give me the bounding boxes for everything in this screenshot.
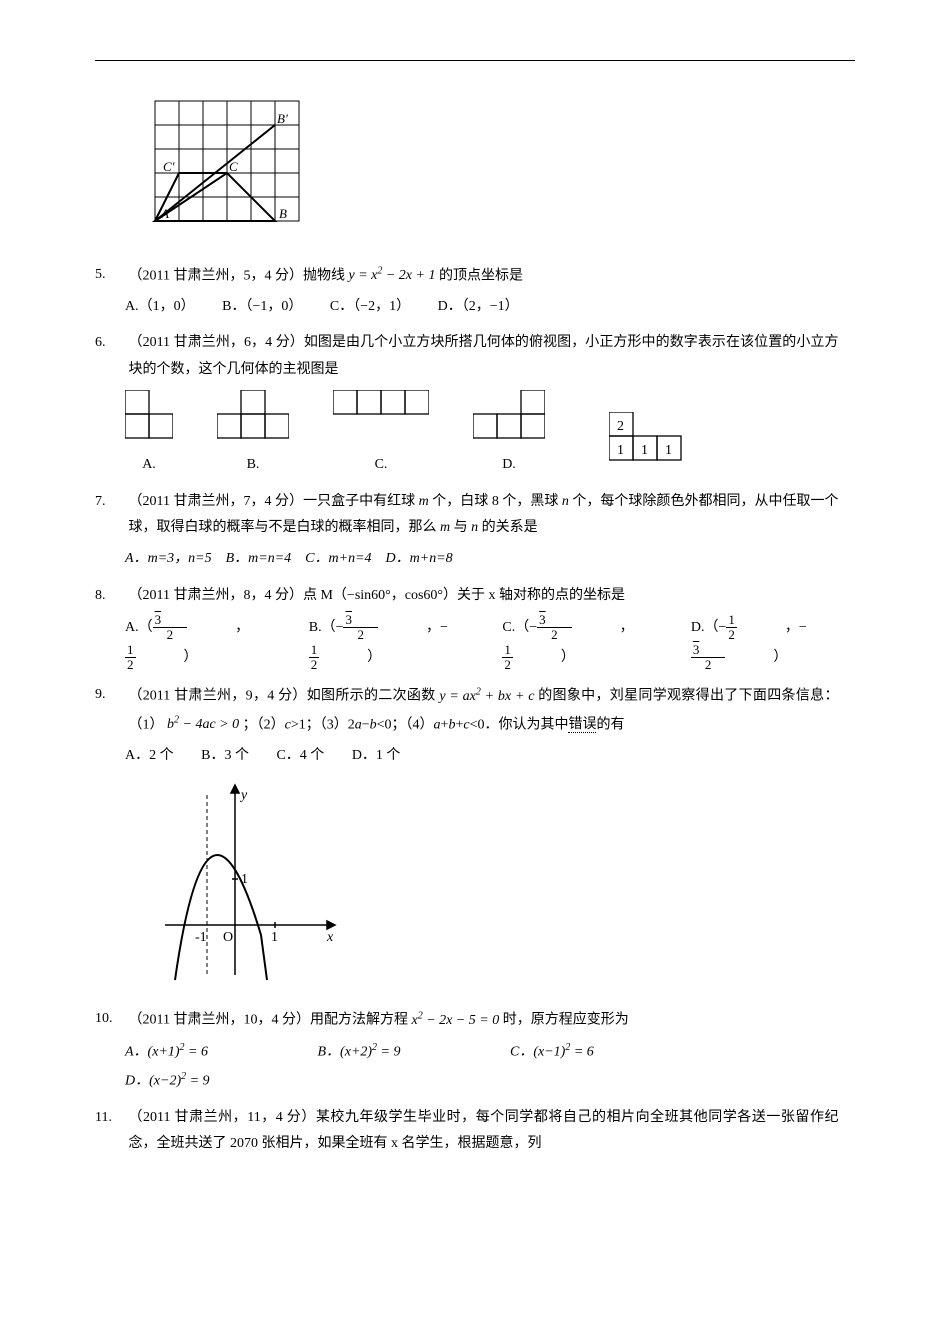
q10-options: A．(x+1)2 = 6 B．(x+2)2 = 9 C．(x−1)2 = 6 D… [95, 1038, 855, 1095]
q10-opt-d: D．(x−2)2 = 9 [125, 1067, 290, 1095]
axis-x: x [326, 930, 334, 945]
q8-opt-a: A.（32，12） [125, 613, 255, 672]
topview-1a: 1 [617, 443, 624, 458]
q6-opt-d-fig: D. [473, 390, 545, 479]
q9-opt-a: A．2 个 [125, 743, 174, 770]
label-A: A [160, 206, 169, 221]
q10-b: 时，原方程应变形为 [503, 1013, 629, 1028]
q9-opt-d: D．1 个 [352, 743, 401, 770]
ytick-1: 1 [241, 872, 248, 887]
q7-m1: m [419, 494, 429, 509]
q8-opt-c: C.（−32，12） [502, 613, 636, 672]
q9-c: ；（2）c>1；（3）2a−b<0；（4）a+b+c<0．你认为其中错误的有 [243, 717, 625, 733]
label-C: C [229, 159, 238, 174]
q6-opt-a-fig: A. [125, 390, 173, 479]
q10-num: 10. [95, 1006, 125, 1033]
q10-formula: x2 − 2x − 5 = 0 [411, 1013, 499, 1028]
q6-label-b: B. [217, 452, 289, 479]
question-11: 11. （2011 甘肃兰州，11，4 分）某校九年级学生毕业时，每个同学都将自… [95, 1105, 855, 1158]
question-6: 6. （2011 甘肃兰州，6，4 分）如图是由几个小立方块所搭几何体的俯视图，… [95, 330, 855, 383]
q6-stem: （2011 甘肃兰州，6，4 分）如图是由几个小立方块所搭几何体的俯视图，小正方… [129, 330, 839, 383]
q6-top-view: 2 1 1 1 [609, 412, 685, 479]
q7-opts-text: A．m=3，n=5 B．m=n=4 C．m+n=4 D．m+n=8 [125, 546, 453, 573]
q6-label-d: D. [473, 452, 545, 479]
q5-formula: y = x2 − 2x + 1 [348, 268, 435, 283]
q7-e: 的关系是 [482, 520, 538, 535]
q9-d: 的有 [596, 717, 624, 732]
q6-num: 6. [95, 330, 125, 357]
question-10: 10. （2011 甘肃兰州，10，4 分）用配方法解方程 x2 − 2x − … [95, 1006, 855, 1034]
q9-options: A．2 个 B．3 个 C．4 个 D．1 个 [95, 743, 855, 770]
q10-a: （2011 甘肃兰州，10，4 分）用配方法解方程 [129, 1013, 412, 1028]
question-8: 8. （2011 甘肃兰州，8，4 分）点 M（−sin60°，cos60°）关… [95, 583, 855, 610]
topview-1b: 1 [641, 443, 648, 458]
q9-opt-c: C．4 个 [276, 743, 324, 770]
q6-label-c: C. [333, 452, 429, 479]
topview-2: 2 [617, 419, 624, 434]
q7-n1: n [562, 494, 569, 509]
q10-opt-b: B．(x+2)2 = 9 [318, 1038, 483, 1066]
q9-opt-b: B．3 个 [201, 743, 249, 770]
q8-options: A.（32，12） B.（−32，−12） C.（−32，12） D.（−12，… [95, 613, 855, 672]
label-Bp: B' [277, 111, 288, 126]
q5-opt-d: D．（2，−1） [438, 294, 519, 321]
q7-a: （2011 甘肃兰州，7，4 分）一只盒子中有红球 [129, 494, 419, 509]
q9-graph: y x O 1 -1 1 [145, 775, 855, 996]
q7-d: 与 [454, 520, 472, 535]
q10-opt-c: C．(x−1)2 = 6 [510, 1038, 675, 1066]
question-9: 9. （2011 甘肃兰州，9，4 分）如图所示的二次函数 y = ax2 + … [95, 682, 855, 739]
q9-num: 9. [95, 682, 125, 709]
q5-opt-c: C．（−2，1） [330, 294, 410, 321]
q6-opt-b-fig: B. [217, 390, 289, 479]
q9-formula: y = ax2 + bx + c [439, 689, 534, 704]
q10-opt-a: A．(x+1)2 = 6 [125, 1038, 290, 1066]
q7-m2: m [440, 520, 450, 535]
q8-opt-b: B.（−32，−12） [309, 613, 449, 672]
top-rule [95, 60, 855, 61]
figure-grid-triangle: A B B' C C' [145, 91, 855, 242]
axis-y: y [239, 788, 248, 803]
q5-opt-b: B．（−1，0） [222, 294, 302, 321]
q7-b: 个，白球 8 个，黑球 [432, 494, 562, 509]
q7-n2: n [471, 520, 478, 535]
q11-stem: （2011 甘肃兰州，11，4 分）某校九年级学生毕业时，每个同学都将自己的相片… [129, 1105, 839, 1158]
label-Cp: C' [163, 159, 175, 174]
q5-options: A.（1，0） B．（−1，0） C．（−2，1） D．（2，−1） [95, 294, 855, 321]
q5-stem-b: 的顶点坐标是 [439, 268, 523, 283]
origin: O [223, 930, 233, 945]
q9-err: 错误 [568, 717, 596, 733]
xtick-1: 1 [271, 930, 278, 945]
q5-stem-a: （2011 甘肃兰州，5，4 分）抛物线 [129, 268, 349, 283]
label-B: B [279, 206, 287, 221]
q6-figures: A. B. C. D. 2 1 1 1 [95, 390, 855, 479]
q9-a: （2011 甘肃兰州，9，4 分）如图所示的二次函数 [129, 689, 440, 704]
q5-num: 5. [95, 262, 125, 289]
q8-stem: （2011 甘肃兰州，8，4 分）点 M（−sin60°，cos60°）关于 x… [129, 583, 839, 610]
question-7: 7. （2011 甘肃兰州，7，4 分）一只盒子中有红球 m 个，白球 8 个，… [95, 489, 855, 542]
xtick-neg1: -1 [195, 930, 207, 945]
q11-num: 11. [95, 1105, 125, 1132]
topview-1c: 1 [665, 443, 672, 458]
grid-svg: A B B' C C' [145, 91, 313, 231]
question-5: 5. （2011 甘肃兰州，5，4 分）抛物线 y = x2 − 2x + 1 … [95, 262, 855, 290]
q8-opt-d: D.（−12，−32） [691, 613, 831, 672]
q7-num: 7. [95, 489, 125, 516]
q7-options: A．m=3，n=5 B．m=n=4 C．m+n=4 D．m+n=8 [95, 546, 855, 573]
q6-label-a: A. [125, 452, 173, 479]
q8-num: 8. [95, 583, 125, 610]
q5-opt-a: A.（1，0） [125, 294, 195, 321]
q6-opt-c-fig: C. [333, 390, 429, 479]
q9-cond1: b2 − 4ac > 0 [167, 717, 239, 732]
